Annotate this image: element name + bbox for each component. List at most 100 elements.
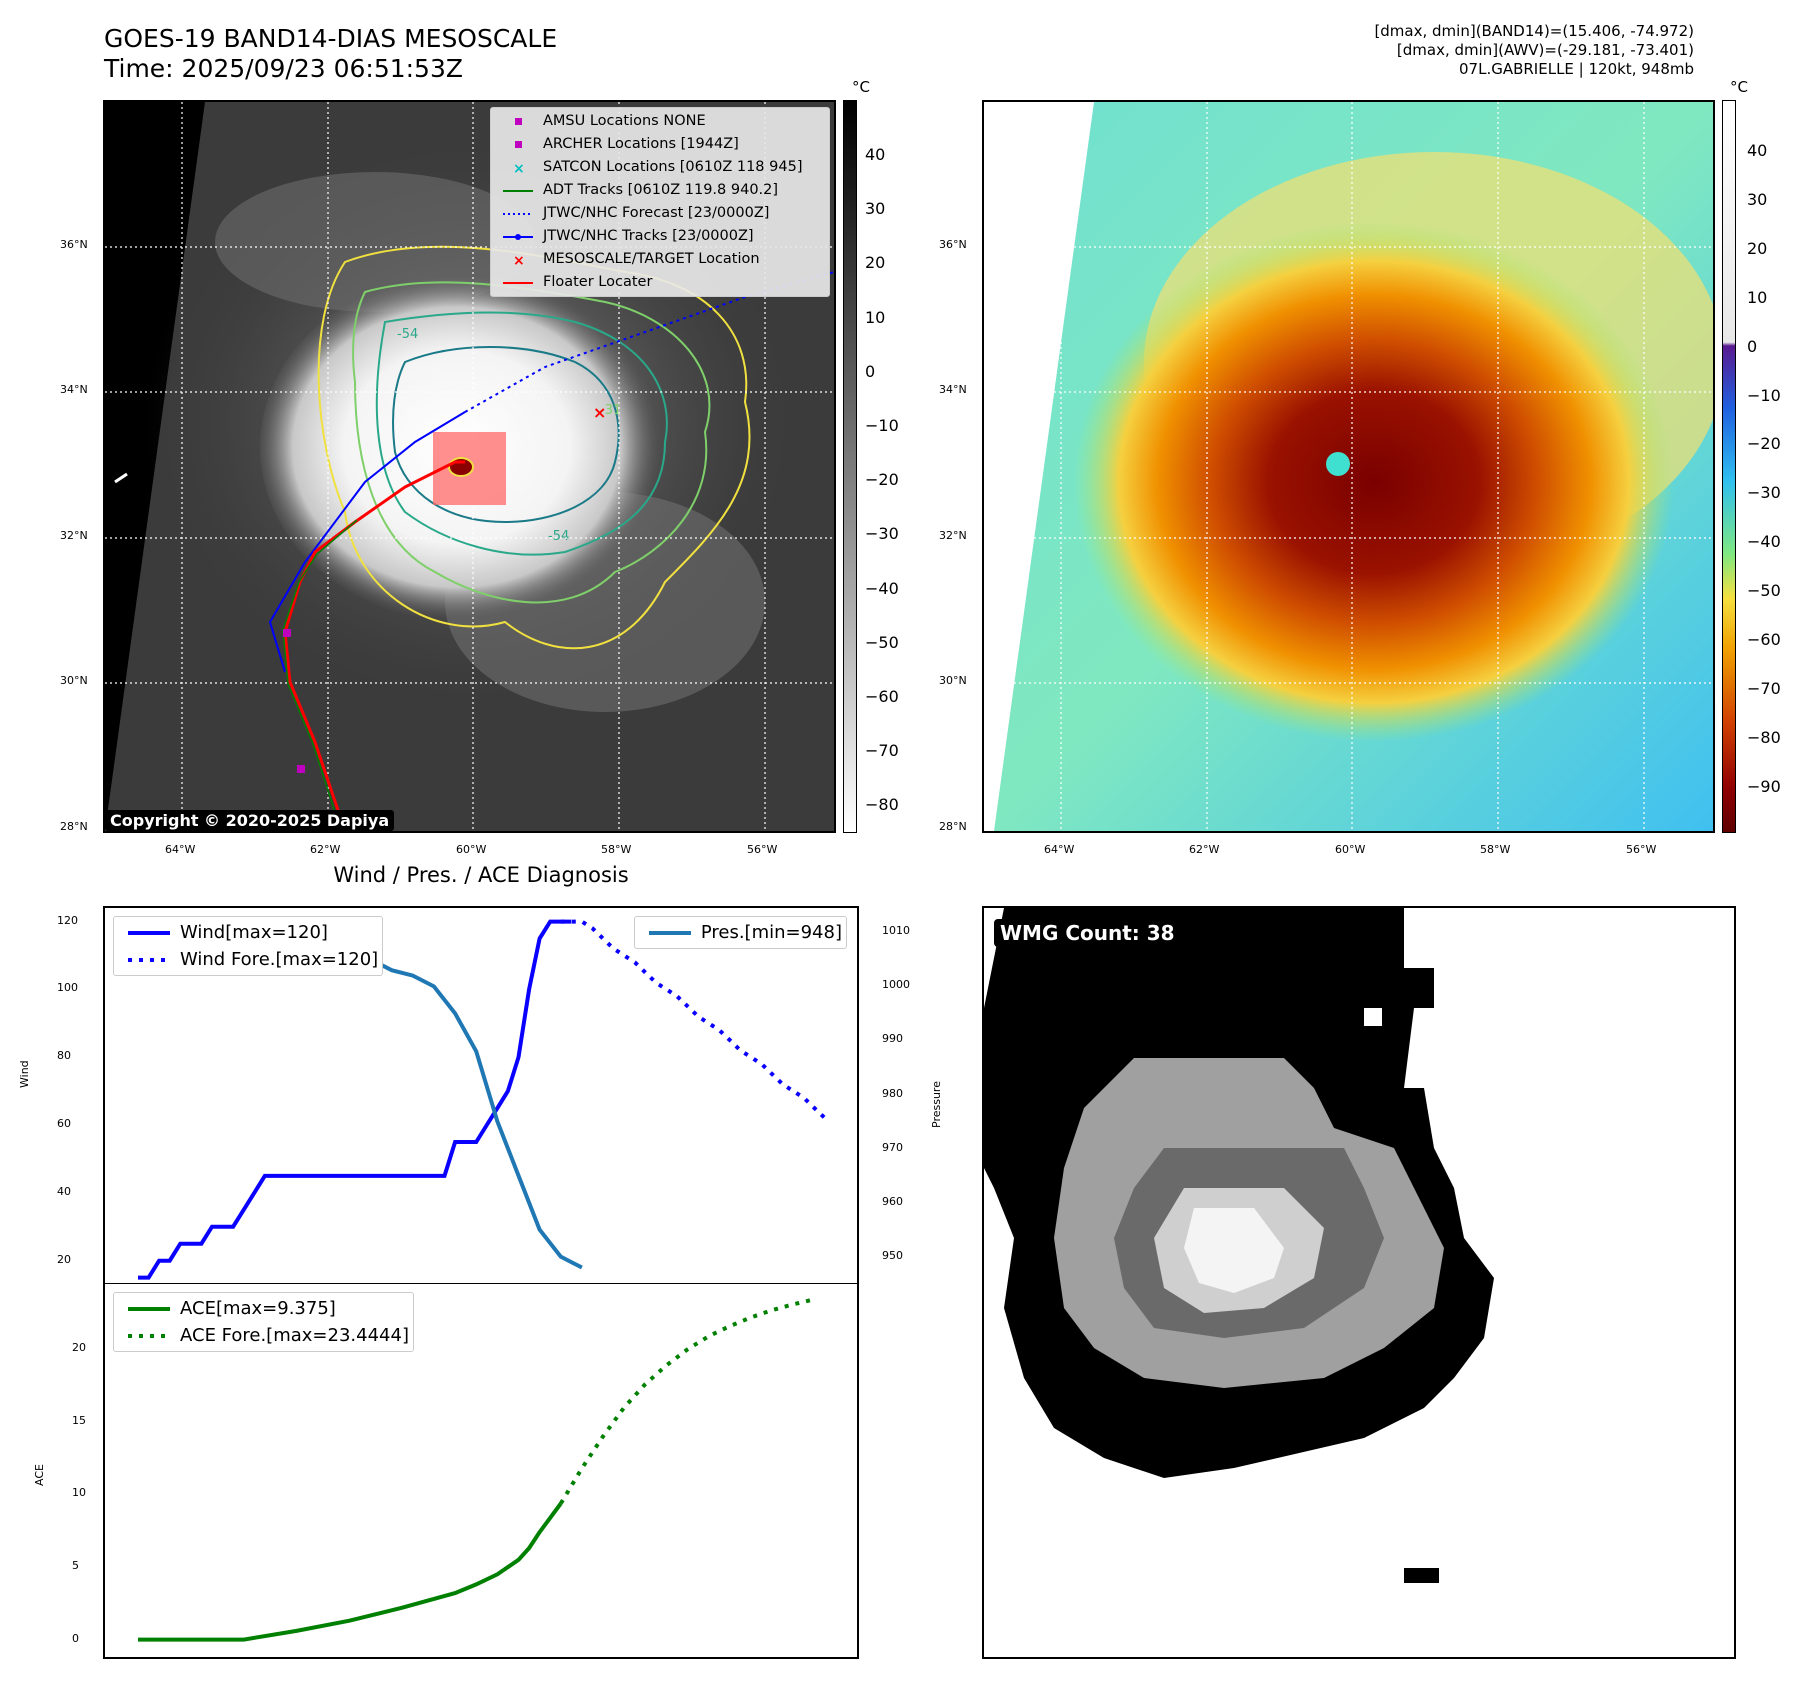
colorbar-tick: 40 xyxy=(865,145,886,164)
target-marker: × xyxy=(593,403,606,422)
wind-legend-label: Wind[max=120] xyxy=(180,922,328,943)
lon-tick: 58°W xyxy=(1480,843,1511,856)
lat-tick: 36°N xyxy=(60,238,88,251)
ace-y-tick: 15 xyxy=(72,1413,86,1427)
contour-label-1: -54 xyxy=(397,327,418,342)
map-legend-symbol xyxy=(515,141,522,148)
colorbar-left-unit: °C xyxy=(852,78,870,96)
wind-y-tick: 20 xyxy=(57,1252,71,1266)
colorbar-left xyxy=(843,100,857,833)
wind-fore-legend-line xyxy=(128,958,170,962)
ace-forecast-line xyxy=(559,1297,815,1505)
wind-fore-legend-label: Wind Fore.[max=120] xyxy=(180,949,379,970)
wind-forecast-line xyxy=(560,919,827,1120)
contour-label-3: -54 xyxy=(548,529,569,544)
map-legend: AMSU Locations NONE ARCHER Locations [194… xyxy=(490,107,830,297)
pres-y-tick: 990 xyxy=(882,1032,903,1046)
stat-line-2: [dmax, dmin](AWV)=(-29.181, -73.401) xyxy=(1396,41,1694,59)
awv-gridlines xyxy=(984,102,1713,831)
colorbar-right xyxy=(1722,100,1736,833)
map-legend-label: JTWC/NHC Tracks [23/0000Z] xyxy=(543,228,754,244)
lon-tick: 62°W xyxy=(310,843,341,856)
colorbar-tick: 0 xyxy=(1747,336,1758,356)
colorbar-tick: −40 xyxy=(865,578,899,598)
lon-tick: 56°W xyxy=(747,843,778,856)
svg-text:×: × xyxy=(513,161,525,177)
map-legend-entry: ARCHER Locations [1944Z] xyxy=(491,133,829,156)
map-legend-entry: AMSU Locations NONE xyxy=(491,110,829,133)
colorbar-tick: 20 xyxy=(1747,238,1768,258)
ace-y-tick: 20 xyxy=(72,1341,86,1355)
colorbar-tick: −30 xyxy=(865,524,899,544)
pres-y-tick: 980 xyxy=(882,1086,903,1100)
map-legend-entry: JTWC/NHC Tracks [23/0000Z] xyxy=(491,225,829,248)
timeseries-title: Wind / Pres. / ACE Diagnosis xyxy=(333,863,629,887)
lat-tick: 30°N xyxy=(60,674,88,687)
colorbar-tick: −10 xyxy=(1747,385,1781,405)
ace-legend-line xyxy=(128,1307,170,1311)
map-legend-label: Floater Locater xyxy=(543,274,653,290)
ace-fore-legend-line xyxy=(128,1334,170,1338)
wind-fore-legend-entry: Wind Fore.[max=120] xyxy=(118,946,378,973)
lat-tick: 32°N xyxy=(939,529,967,542)
map-legend-symbol xyxy=(503,190,533,192)
colorbar-tick: −70 xyxy=(1747,678,1781,698)
map-legend-symbol: × xyxy=(513,253,525,269)
pressure-line xyxy=(138,930,583,1270)
pres-legend-line xyxy=(648,931,691,935)
pres-legend-entry: Pres.[min=948] xyxy=(639,919,842,946)
pres-y-tick: 960 xyxy=(882,1194,903,1208)
wind-pres-chart: Wind[max=120] Wind Fore.[max=120] Pres.[… xyxy=(103,906,859,1284)
lat-tick: 34°N xyxy=(60,383,88,396)
colorbar-tick: 30 xyxy=(865,199,886,219)
colorbar-tick: 30 xyxy=(1747,189,1768,209)
wind-y-tick: 80 xyxy=(57,1049,71,1063)
ace-plot xyxy=(138,1297,815,1642)
colorbar-tick: −90 xyxy=(1747,776,1781,796)
colorbar-tick: −10 xyxy=(865,416,899,435)
lon-tick: 60°W xyxy=(456,843,487,856)
pres-y-tick: 1000 xyxy=(882,978,910,992)
lon-tick: 58°W xyxy=(601,843,632,856)
lon-tick: 64°W xyxy=(165,843,196,856)
wind-y-tick: 120 xyxy=(57,913,78,927)
map-legend-symbol xyxy=(503,213,533,215)
map-legend-symbol xyxy=(503,282,533,284)
svg-text:×: × xyxy=(513,253,525,269)
pres-axis-label: Pressure xyxy=(930,1081,943,1128)
wind-legend-line xyxy=(128,931,170,935)
colorbar-tick: −20 xyxy=(865,470,899,490)
lat-tick: 28°N xyxy=(60,820,88,833)
nhc-track-line xyxy=(268,411,466,673)
archer-marker-2 xyxy=(297,765,305,773)
pres-y-tick: 970 xyxy=(882,1140,903,1154)
stats-block: [dmax, dmin](BAND14)=(15.406, -74.972) [… xyxy=(1374,22,1694,79)
lat-tick: 36°N xyxy=(939,238,967,251)
colorbar-tick: −60 xyxy=(1747,630,1781,649)
colorbar-tick: −60 xyxy=(865,687,899,706)
colorbar-right-unit: °C xyxy=(1730,78,1748,96)
nhc-forecast-line xyxy=(464,271,834,413)
floater-track-line xyxy=(283,460,465,831)
colorbar-tick: −20 xyxy=(1747,434,1781,454)
wmg-count-label: WMG Count: 38 xyxy=(994,919,1181,947)
ace-fore-legend-label: ACE Fore.[max=23.4444] xyxy=(180,1325,409,1346)
colorbar-tick: −40 xyxy=(1747,532,1781,552)
map-legend-entry: × SATCON Locations [0610Z 118 945] xyxy=(491,156,829,179)
lon-tick: 60°W xyxy=(1335,843,1366,856)
wind-legend-entry: Wind[max=120] xyxy=(118,919,378,946)
pres-y-tick: 1010 xyxy=(882,924,910,938)
copyright-label: Copyright © 2020-2025 Dapiya xyxy=(105,810,395,831)
awv-map-image xyxy=(984,102,1713,831)
lon-tick: 64°W xyxy=(1044,843,1075,856)
pres-legend: Pres.[min=948] xyxy=(633,916,847,949)
colorbar-tick: 20 xyxy=(865,253,886,273)
contour-label-2: -31 xyxy=(600,403,621,418)
ace-y-tick: 10 xyxy=(72,1486,86,1500)
map-legend-label: JTWC/NHC Forecast [23/0000Z] xyxy=(543,205,770,221)
archer-marker xyxy=(283,629,291,637)
wmg-panel: WMG Count: 38 xyxy=(982,906,1736,1659)
colorbar-tick: −50 xyxy=(865,632,899,652)
lon-tick: 56°W xyxy=(1626,843,1657,856)
map-legend-entry: Floater Locater xyxy=(491,271,829,294)
